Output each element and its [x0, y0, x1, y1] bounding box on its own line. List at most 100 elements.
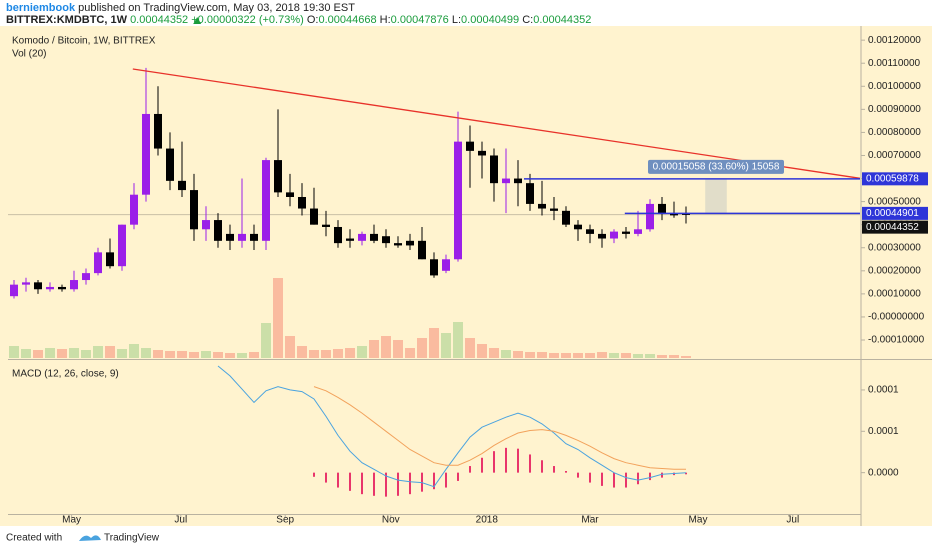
y-tick-label: 0.00070000 — [868, 150, 921, 161]
histogram-bar — [625, 472, 627, 488]
histogram-bar — [373, 472, 375, 496]
macd-tick-label: 0.0001 — [868, 426, 899, 437]
volume-bar — [237, 353, 247, 358]
histogram-bar — [361, 472, 363, 495]
candle-body — [202, 220, 210, 230]
histogram-bar — [541, 460, 543, 473]
candle-body — [178, 180, 186, 191]
candle-body — [418, 240, 426, 260]
y-tick-label: 0.00080000 — [868, 127, 921, 138]
candle-body — [502, 178, 510, 184]
brand[interactable]: TradingView — [104, 533, 160, 544]
histogram-bar — [493, 451, 495, 473]
x-tick-label: Sep — [276, 515, 294, 526]
volume-bar — [381, 336, 391, 358]
volume-bar — [441, 333, 451, 358]
footer: Created with TradingView — [6, 533, 160, 544]
volume-bar — [537, 352, 547, 358]
volume-bar — [405, 348, 415, 358]
author[interactable]: berniembook — [6, 2, 76, 14]
candle-body — [298, 196, 306, 209]
x-tick-label: Nov — [382, 515, 400, 526]
candle-body — [262, 160, 270, 241]
histogram-bar — [685, 472, 687, 475]
ohlc-label: C: — [522, 14, 533, 26]
candle-body — [46, 286, 54, 290]
logo — [79, 535, 101, 541]
candle-body — [646, 203, 654, 230]
x-tick-label: 2018 — [476, 515, 499, 526]
histogram-bar — [325, 472, 327, 483]
volume-bar — [477, 344, 487, 358]
volume-bar — [501, 350, 511, 358]
candle-body — [190, 190, 198, 230]
candle-body — [682, 213, 690, 215]
volume-bar — [201, 351, 211, 358]
volume-bar — [345, 348, 355, 358]
volume-bar — [525, 352, 535, 358]
volume-bar — [657, 355, 667, 358]
ohlc-value: 0.00047876 — [391, 14, 449, 26]
header-line-1: berniembook published on TradingView.com… — [6, 2, 355, 14]
volume-bar — [573, 353, 583, 358]
candle-body — [382, 236, 390, 244]
ohlc-value: 0.00040499 — [461, 14, 519, 26]
volume-label: Vol (20) — [12, 49, 46, 60]
ohlc-label: O: — [307, 14, 319, 26]
volume-bar — [45, 348, 55, 358]
candle-body — [214, 220, 222, 241]
candle-body — [622, 231, 630, 234]
header-symbol-line: BITTREX:KMDBTC, 1W 0.00044352 +0.0000032… — [6, 14, 591, 26]
candle-body — [322, 224, 330, 227]
candle-body — [226, 233, 234, 241]
ohlc-value: 0.00044352 — [533, 14, 591, 26]
candle-body — [130, 194, 138, 225]
ohlc-label: H: — [380, 14, 391, 26]
volume-bar — [549, 353, 559, 358]
up-arrow — [193, 17, 202, 24]
candle-body — [346, 238, 354, 241]
histogram-bar — [433, 472, 435, 490]
histogram-bar — [409, 472, 411, 495]
candle-body — [610, 231, 618, 239]
candle-body — [586, 229, 594, 234]
volume-bar — [273, 278, 283, 358]
price-tag-label: 0.00059878 — [866, 173, 919, 184]
histogram-bar — [469, 466, 471, 473]
volume-bar — [261, 323, 271, 358]
histogram-bar — [505, 447, 507, 473]
volume-bar — [69, 348, 79, 358]
histogram-bar — [529, 454, 531, 473]
volume-bar — [297, 346, 307, 358]
x-tick-label: Jul — [786, 515, 799, 526]
price-tag — [862, 220, 928, 234]
candle-body — [274, 160, 282, 193]
volume-bar — [189, 352, 199, 358]
y-tick-label: 0.00100000 — [868, 81, 921, 92]
candle-body — [526, 183, 534, 204]
candle-body — [478, 150, 486, 156]
histogram-bar — [313, 472, 315, 477]
candle-body — [562, 210, 570, 225]
x-tick-label: Mar — [581, 515, 599, 526]
y-tick-label: 0.00090000 — [868, 104, 921, 115]
price-tag — [862, 172, 928, 186]
histogram-bar — [349, 472, 351, 491]
y-tick-label: 0.00110000 — [868, 58, 921, 69]
x-tick-label: May — [62, 515, 81, 526]
volume-bar — [165, 351, 175, 358]
histogram-bar — [457, 472, 459, 481]
candle-body — [334, 226, 342, 244]
candle-body — [286, 192, 294, 197]
volume-bar — [153, 350, 163, 358]
candle-body — [22, 282, 30, 285]
x-tick-label: Jul — [174, 515, 187, 526]
volume-bar — [93, 346, 103, 358]
candle-body — [394, 243, 402, 246]
volume-bar — [225, 353, 235, 358]
published: published on TradingView.com, May 03, 20… — [78, 2, 355, 14]
histogram-bar — [337, 472, 339, 488]
histogram-bar — [481, 457, 483, 473]
volume-bar — [561, 353, 571, 358]
